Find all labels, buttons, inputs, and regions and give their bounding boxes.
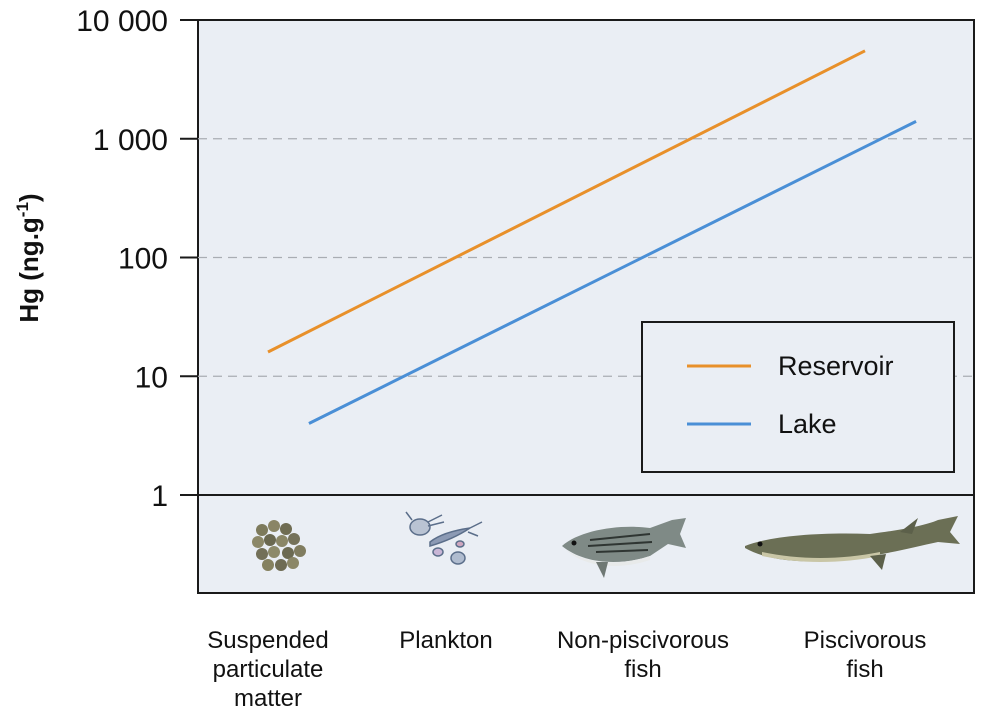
y-axis-label-superscript: -1 [13,202,32,217]
y-axis-label-close: ) [14,193,44,202]
x-category-label: Piscivorous fish [804,627,927,683]
y-axis: 1 10 100 1 000 10 000 [76,5,198,513]
y-axis-label: Hg (ng.g-1) [13,193,44,322]
legend-label-reservoir: Reservoir [778,351,894,381]
y-tick-label: 10 [135,361,168,394]
y-tick-label: 10 000 [76,5,168,38]
legend-box [641,321,955,473]
plankton-icon [405,511,483,565]
y-tick-label: 100 [118,243,168,276]
series-line-lake [308,120,917,425]
y-tick-label: 1 000 [93,124,168,157]
x-category-label: Plankton [399,627,492,654]
x-category-label: Suspended particulate matter [207,627,328,712]
x-category-label: Non-piscivorous fish [557,627,729,683]
series-line-reservoir [267,49,866,354]
plot-area [197,19,975,594]
y-tick-label: 1 [151,480,168,513]
striped-bass-icon [562,518,686,578]
particles-icon [252,520,306,571]
series-lines [267,49,917,425]
x-axis-categories: Suspended particulate matter Plankton Non-pi… [207,627,926,712]
legend-label-lake: Lake [778,409,837,439]
legend: Reservoir Lake [641,321,955,473]
pike-icon [745,516,960,570]
